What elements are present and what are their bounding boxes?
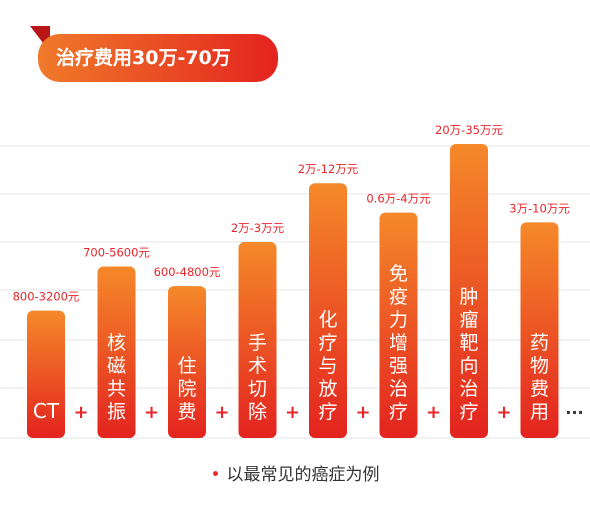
plus-separator: +: [73, 402, 88, 423]
value-label: 700-5600元: [83, 246, 150, 260]
bar: [238, 242, 277, 438]
separators: + + + + + + + ···: [73, 402, 583, 423]
bar: [520, 222, 559, 438]
title-banner: 治疗费用30万-70万: [30, 26, 278, 82]
bar-labels: CT 核磁共振 住院费 手术切除 化疗与放疗 免疫力增强治疗 肿瘤靶向治疗 药物费用: [33, 263, 549, 423]
plus-separator: +: [144, 402, 159, 423]
value-label: 0.6万-4万元: [366, 192, 431, 206]
plus-separator: +: [285, 402, 300, 423]
bar-label: 免疫力增强治疗: [389, 263, 408, 423]
bar: [97, 266, 136, 438]
bar-label: 化疗与放疗: [318, 309, 337, 423]
bar-label: 手术切除: [248, 332, 267, 423]
plus-separator: +: [426, 402, 441, 423]
grid-lines: [0, 145, 590, 439]
banner-background: [38, 34, 278, 82]
value-label: 800-3200元: [13, 290, 80, 304]
value-label: 2万-3万元: [231, 221, 285, 235]
value-labels: 800-3200元 700-5600元 600-4800元 2万-3万元 2万-12万元…: [13, 123, 571, 304]
value-label: 3万-10万元: [509, 201, 570, 215]
value-label: 2万-12万元: [298, 162, 359, 176]
footer-note-text: 以最常见的癌症为例: [226, 465, 380, 485]
chart-title: 治疗费用30万-70万: [56, 46, 231, 69]
bar-label: 住院费: [177, 355, 196, 423]
bar-label: 药物费用: [530, 332, 549, 423]
plus-separator: +: [214, 402, 229, 423]
ellipsis: ···: [565, 403, 583, 422]
plus-separator: +: [496, 402, 511, 423]
bar: [309, 183, 347, 438]
footer-note: • 以最常见的癌症为例: [0, 460, 590, 485]
bars: [27, 144, 559, 438]
plus-separator: +: [355, 402, 370, 423]
bullet-dot: •: [210, 465, 221, 485]
bar: [379, 212, 418, 438]
value-label: 20万-35万元: [435, 123, 503, 137]
bar: [450, 144, 488, 438]
bar-label: CT: [33, 399, 60, 423]
value-label: 600-4800元: [154, 265, 221, 279]
bar: [168, 286, 206, 438]
bar-label: 核磁共振: [107, 332, 126, 423]
bar-label: 肿瘤靶向治疗: [459, 286, 478, 423]
bar: [27, 310, 65, 438]
